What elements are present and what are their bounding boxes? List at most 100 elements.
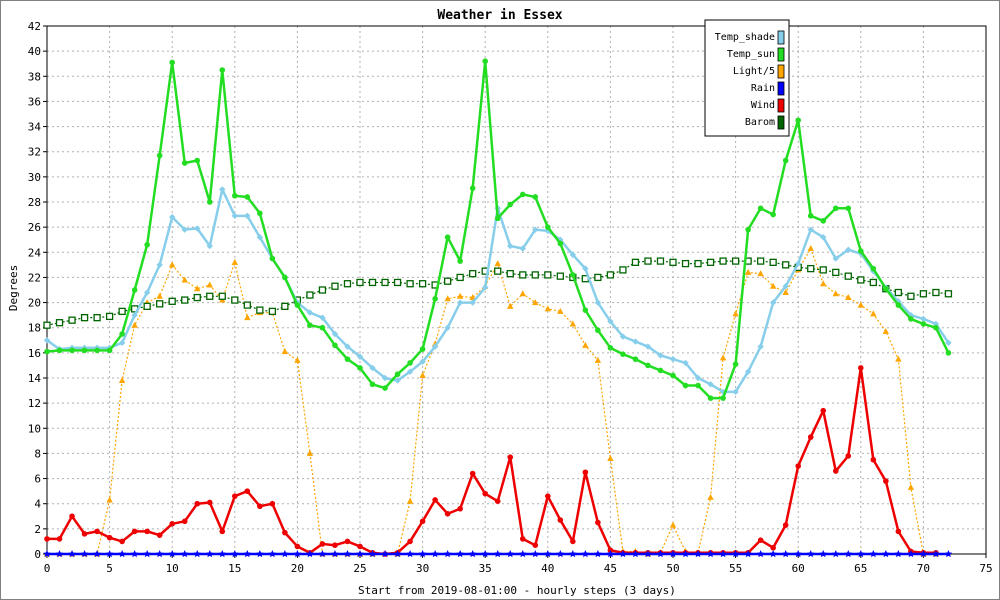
data-point-light-5 bbox=[444, 295, 451, 302]
x-tick-label: 45 bbox=[604, 562, 617, 575]
data-point-barom bbox=[681, 259, 690, 268]
legend-swatch bbox=[777, 81, 785, 96]
data-point-temp-shade bbox=[795, 260, 802, 267]
data-point-wind bbox=[106, 534, 113, 541]
data-point-rain bbox=[569, 550, 577, 558]
data-point-barom bbox=[631, 258, 640, 266]
data-point-light-5 bbox=[719, 354, 727, 361]
data-point-rain bbox=[493, 550, 502, 558]
data-point-temp-shade bbox=[619, 333, 627, 340]
data-point-rain bbox=[356, 550, 364, 558]
data-point-temp-sun bbox=[144, 241, 150, 248]
data-point-wind bbox=[770, 544, 776, 551]
x-tick-label: 0 bbox=[44, 562, 51, 575]
data-point-barom bbox=[306, 291, 314, 299]
data-point-barom bbox=[544, 271, 552, 279]
data-point-temp-shade bbox=[394, 377, 401, 384]
data-point-light-5 bbox=[456, 292, 464, 299]
data-point-temp-shade bbox=[807, 226, 814, 233]
y-tick-label: 42 bbox=[28, 20, 41, 33]
data-point-rain bbox=[681, 550, 690, 558]
data-point-temp-sun bbox=[732, 361, 739, 367]
data-point-rain bbox=[406, 550, 414, 558]
data-point-light-5 bbox=[732, 310, 739, 317]
x-tick-label: 50 bbox=[666, 562, 679, 575]
data-point-rain bbox=[331, 550, 339, 558]
data-point-temp-shade bbox=[744, 368, 752, 375]
data-point-barom bbox=[268, 307, 277, 316]
data-point-wind bbox=[807, 434, 814, 440]
data-point-temp-sun bbox=[858, 248, 864, 254]
data-point-wind bbox=[557, 517, 564, 523]
x-tick-label: 75 bbox=[979, 562, 992, 575]
data-point-light-5 bbox=[769, 282, 777, 289]
x-tick-label: 15 bbox=[228, 562, 241, 575]
data-point-barom bbox=[218, 292, 226, 300]
data-point-light-5 bbox=[744, 268, 752, 275]
data-point-barom bbox=[156, 300, 164, 308]
series-temp-sun bbox=[44, 58, 952, 401]
data-point-light-5 bbox=[557, 307, 564, 314]
y-tick-label: 24 bbox=[28, 246, 42, 259]
data-point-rain bbox=[857, 550, 865, 558]
data-point-rain bbox=[418, 550, 427, 558]
data-point-rain bbox=[155, 550, 164, 558]
series-light-5 bbox=[43, 245, 940, 557]
data-point-barom bbox=[907, 292, 915, 300]
data-point-rain bbox=[694, 550, 702, 558]
data-point-wind bbox=[257, 503, 263, 510]
data-point-temp-shade bbox=[131, 311, 138, 319]
data-point-temp-shade bbox=[519, 245, 526, 252]
y-tick-label: 16 bbox=[28, 347, 41, 360]
data-point-temp-shade bbox=[544, 227, 551, 235]
data-point-temp-sun bbox=[632, 356, 639, 362]
data-point-temp-sun bbox=[156, 152, 163, 159]
data-point-barom bbox=[381, 278, 389, 287]
data-point-temp-sun bbox=[44, 348, 50, 355]
data-point-rain bbox=[368, 550, 377, 558]
y-tick-label: 18 bbox=[28, 322, 41, 335]
data-point-rain bbox=[205, 550, 214, 558]
data-point-temp-sun bbox=[94, 347, 100, 354]
data-point-temp-sun bbox=[369, 381, 376, 388]
data-point-barom bbox=[731, 257, 740, 265]
y-tick-label: 32 bbox=[28, 146, 41, 159]
data-point-temp-sun bbox=[332, 342, 338, 349]
data-point-barom bbox=[356, 278, 364, 287]
data-point-barom bbox=[494, 267, 502, 275]
data-point-rain bbox=[218, 550, 227, 558]
data-point-rain bbox=[456, 550, 464, 558]
data-point-barom bbox=[619, 266, 627, 274]
data-point-barom bbox=[331, 282, 339, 290]
data-point-temp-shade bbox=[719, 388, 727, 396]
data-point-barom bbox=[531, 271, 539, 279]
data-point-light-5 bbox=[169, 261, 176, 268]
data-point-temp-shade bbox=[219, 186, 226, 193]
data-point-temp-sun bbox=[169, 59, 175, 66]
data-point-wind bbox=[845, 453, 852, 459]
data-point-wind bbox=[519, 536, 526, 542]
data-point-rain bbox=[105, 550, 114, 558]
legend-label: Rain bbox=[751, 83, 775, 94]
data-point-light-5 bbox=[569, 320, 577, 327]
data-point-temp-sun bbox=[770, 211, 776, 218]
data-point-wind bbox=[432, 497, 438, 503]
data-point-barom bbox=[932, 288, 940, 297]
data-point-temp-sun bbox=[357, 365, 363, 371]
data-point-wind bbox=[206, 499, 213, 506]
series-wind bbox=[44, 365, 939, 557]
data-point-barom bbox=[606, 271, 615, 279]
data-point-barom bbox=[93, 314, 101, 322]
y-tick-label: 10 bbox=[28, 422, 41, 435]
data-point-temp-sun bbox=[908, 316, 914, 322]
data-point-temp-sun bbox=[807, 213, 814, 219]
data-point-temp-sun bbox=[81, 347, 88, 354]
data-point-temp-sun bbox=[870, 265, 877, 272]
plot-frame bbox=[46, 25, 987, 555]
grid-layer bbox=[47, 26, 986, 554]
legend-box bbox=[704, 19, 790, 137]
data-point-barom bbox=[782, 261, 790, 269]
data-point-temp-sun bbox=[620, 351, 626, 357]
data-point-temp-shade bbox=[482, 284, 489, 291]
